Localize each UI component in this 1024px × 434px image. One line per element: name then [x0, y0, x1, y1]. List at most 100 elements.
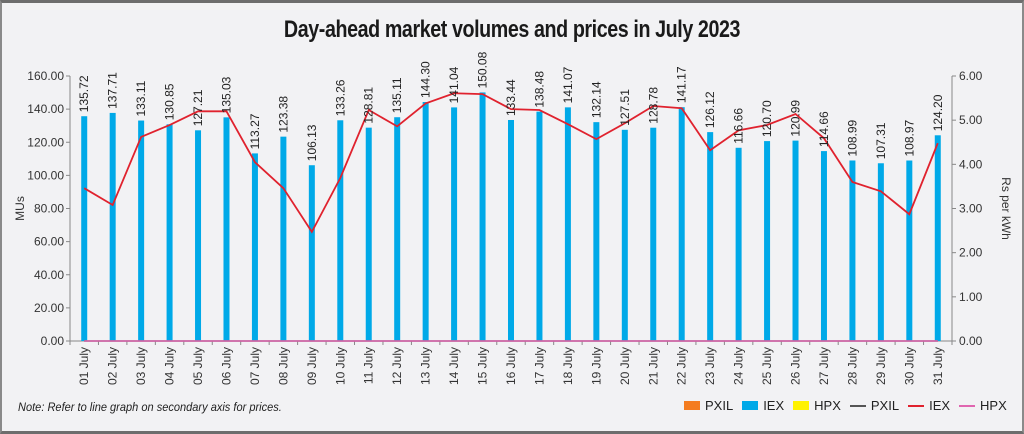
data-label: 108.99 — [845, 119, 859, 156]
x-tick-label: 22 July — [675, 347, 689, 385]
x-tick-label: 12 July — [390, 347, 404, 385]
legend-swatch — [959, 404, 976, 407]
bar-iex — [508, 119, 514, 342]
axes: 0.00 20.00 40.00 60.00 80.00 100.00 120.00 140.… — [13, 69, 1013, 385]
data-label: 141.07 — [561, 66, 575, 103]
x-tick-label: 01 July — [77, 347, 91, 385]
data-label: 120.99 — [789, 100, 803, 137]
price-lines — [83, 92, 939, 342]
x-tick-label: 27 July — [817, 347, 831, 385]
legend: PXIL IEX HPX PXIL IEX HPX — [684, 398, 1016, 413]
bar-iex — [621, 129, 628, 341]
x-tick-label: 08 July — [276, 347, 290, 385]
bar-iex — [138, 120, 145, 341]
bar-iex — [877, 163, 884, 341]
x-tick-label: 29 July — [874, 347, 888, 385]
data-label: 113.27 — [248, 113, 262, 149]
bar-iex — [365, 127, 372, 341]
bar-iex — [678, 107, 685, 341]
y-tick-label-left: 160.00 — [27, 69, 64, 83]
bar-iex — [451, 107, 458, 341]
x-tick-label: 18 July — [561, 347, 575, 385]
legend-item-line-iex: IEX — [908, 398, 950, 413]
data-label: 114.66 — [817, 111, 831, 147]
data-label: 127.21 — [191, 89, 205, 126]
data-label: 135.03 — [219, 76, 233, 113]
bar-iex — [109, 112, 116, 341]
data-label: 141.04 — [447, 66, 461, 103]
x-tick-label: 25 July — [760, 347, 774, 385]
x-tick-label: 28 July — [845, 347, 859, 385]
y-tick-label-right: 4.00 — [959, 157, 983, 171]
bar-iex — [934, 135, 941, 341]
y-tick-label-right: 0.00 — [959, 334, 983, 348]
bar-iex — [166, 124, 173, 341]
bar-iex — [564, 107, 571, 341]
x-tick-label: 02 July — [106, 347, 120, 385]
x-tick-label: 15 July — [476, 347, 490, 385]
y-axis-label-left: MUs — [13, 196, 27, 221]
bar-iex — [906, 160, 913, 341]
y-tick-label-left: 40.00 — [34, 268, 64, 282]
data-label: 133.26 — [333, 79, 347, 116]
y-tick-label-right: 5.00 — [959, 113, 983, 127]
legend-item-line-hpx: HPX — [959, 398, 1007, 413]
bars-iex — [81, 92, 941, 342]
x-tick-label: 24 July — [732, 347, 746, 385]
data-label: 128.78 — [646, 87, 660, 124]
legend-item-box-iex: IEX — [742, 398, 784, 413]
legend-label: PXIL — [870, 398, 900, 413]
y-tick-label-left: 100.00 — [27, 168, 64, 182]
y-tick-label-left: 80.00 — [34, 202, 64, 216]
data-label: 135.11 — [390, 77, 404, 113]
y-tick-label-left: 120.00 — [27, 135, 64, 149]
x-tick-label: 11 July — [362, 347, 376, 384]
x-tick-label: 09 July — [305, 347, 319, 385]
x-tick-label: 17 July — [532, 347, 546, 385]
data-label: 137.71 — [106, 72, 120, 109]
bar-iex — [308, 165, 315, 341]
bar-iex — [422, 102, 429, 341]
legend-swatch — [793, 401, 810, 410]
x-tick-label: 10 July — [333, 347, 347, 385]
x-tick-label: 26 July — [789, 347, 803, 385]
y-axis-label-right: Rs per kWh — [999, 177, 1013, 240]
y-tick-label-right: 3.00 — [959, 202, 983, 216]
data-label: 141.17 — [675, 66, 689, 103]
x-tick-label: 16 July — [504, 347, 518, 385]
data-label: 123.38 — [276, 96, 290, 133]
bar-iex — [820, 151, 827, 341]
bar-iex — [735, 147, 742, 341]
x-tick-label: 20 July — [618, 347, 632, 385]
bar-iex — [707, 132, 714, 341]
x-tick-label: 05 July — [191, 347, 205, 385]
legend-swatch — [908, 404, 925, 407]
chart-title: Day-ahead market volumes and prices in J… — [283, 16, 741, 43]
legend-swatch — [742, 401, 759, 410]
y-tick-label-right: 6.00 — [959, 69, 983, 83]
bar-iex — [764, 141, 771, 341]
data-labels: 135.72 137.71 133.11 130.85 127.21 135.03 113.… — [77, 51, 945, 161]
y-tick-label-left: 20.00 — [34, 301, 64, 315]
x-tick-label: 04 July — [163, 347, 177, 385]
data-label: 138.48 — [532, 71, 546, 108]
legend-swatch — [684, 401, 700, 410]
data-label: 133.44 — [504, 79, 518, 116]
bar-iex — [195, 130, 202, 341]
x-tick-label: 14 July — [447, 347, 461, 385]
bar-iex — [394, 117, 401, 341]
line-iex — [83, 92, 939, 234]
data-label: 106.13 — [305, 124, 319, 161]
x-tick-label: 03 July — [134, 347, 148, 385]
x-tick-label: 19 July — [589, 347, 603, 385]
bar-iex — [81, 116, 88, 342]
data-label: 120.70 — [760, 100, 774, 137]
legend-item-line-pxil: PXIL — [849, 398, 900, 413]
bar-iex — [479, 92, 486, 342]
data-label: 130.85 — [163, 83, 177, 120]
data-label: 133.11 — [134, 80, 148, 116]
y-tick-label-left: 0.00 — [41, 334, 65, 348]
legend-label: IEX — [763, 398, 785, 413]
data-label: 132.14 — [589, 81, 603, 118]
